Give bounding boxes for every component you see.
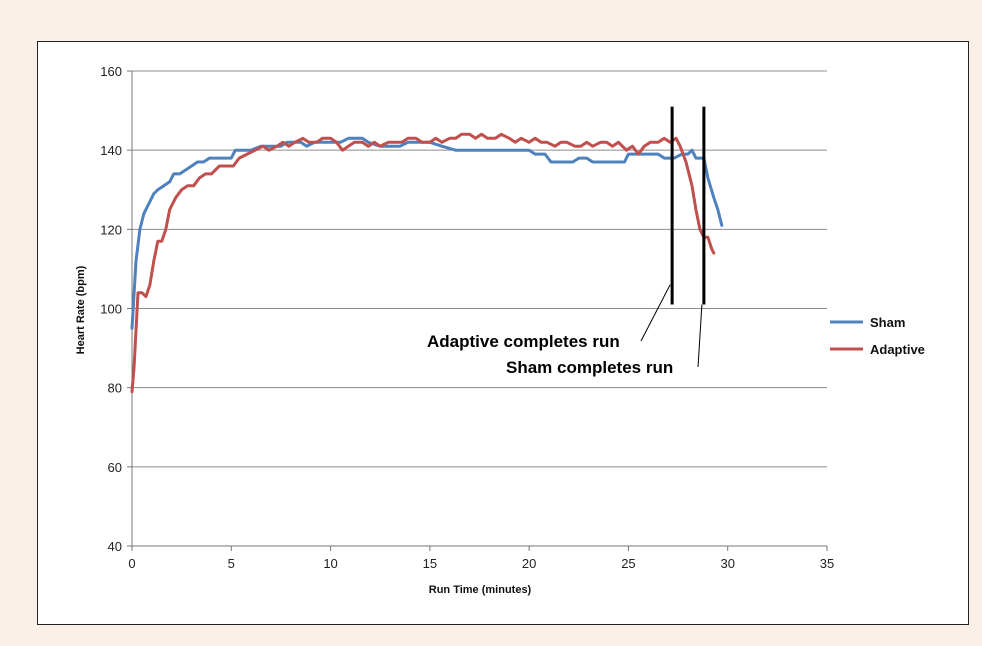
x-tick-label: 20 [522, 556, 536, 571]
x-tick-label: 15 [423, 556, 437, 571]
annotation-leader-line [640, 284, 671, 342]
line-chart: 40 60 80 100 120 140 160 0 5 10 15 20 25 30 35 Adaptiv… [75, 64, 925, 596]
x-tick-label: 5 [228, 556, 235, 571]
x-tick-label: 10 [323, 556, 337, 571]
annotation-text: Sham completes run [506, 358, 673, 377]
y-tick-label: 60 [108, 460, 122, 475]
grid-layer [132, 70, 827, 468]
annotation-leader-line [697, 304, 703, 368]
y-tick-label: 40 [108, 539, 122, 554]
y-axis-title: Heart Rate (bpm) [75, 265, 87, 354]
annotation-text: Adaptive completes run [427, 332, 620, 351]
y-tick-label: 160 [100, 64, 122, 79]
legend: Sham Adaptive [830, 315, 925, 357]
y-tick-label: 100 [100, 302, 122, 317]
x-tick-label: 30 [720, 556, 734, 571]
legend-label-adaptive: Adaptive [870, 342, 925, 357]
series-layer [130, 132, 724, 394]
x-tick-label: 0 [128, 556, 135, 571]
marker-layer [670, 106, 706, 305]
chart-frame: 40 60 80 100 120 140 160 0 5 10 15 20 25 30 35 Adaptiv… [37, 41, 969, 625]
y-tick-label: 80 [108, 381, 122, 396]
annotation-layer: Adaptive completes run Sham completes run [427, 284, 703, 377]
x-tick-label: 25 [621, 556, 635, 571]
x-axis-title: Run Time (minutes) [429, 584, 532, 596]
legend-label-sham: Sham [870, 315, 905, 330]
y-tick-label: 140 [100, 143, 122, 158]
x-tick-label: 35 [820, 556, 834, 571]
axis-layer: 40 60 80 100 120 140 160 0 5 10 15 20 25 30 35 [100, 64, 834, 571]
series-line-sham [130, 136, 724, 330]
series-line-adaptive [130, 132, 716, 394]
y-tick-label: 120 [100, 222, 122, 237]
